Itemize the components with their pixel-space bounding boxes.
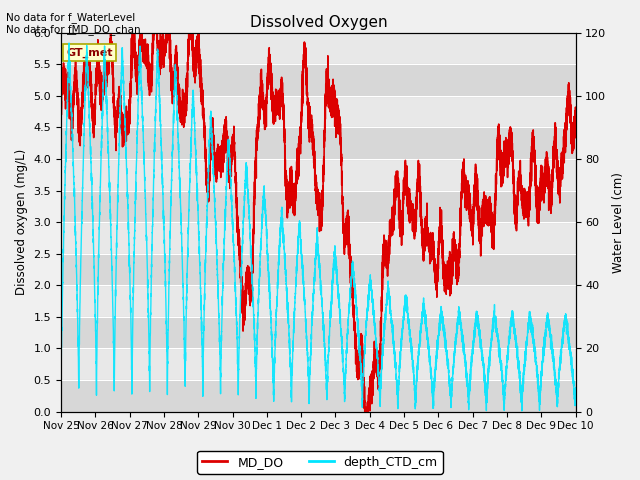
Bar [61, 64, 575, 96]
Bar [61, 380, 575, 412]
Bar [61, 127, 575, 159]
Bar [61, 191, 575, 222]
Title: Dissolved Oxygen: Dissolved Oxygen [250, 15, 387, 30]
Bar [61, 317, 575, 348]
Bar [61, 254, 575, 285]
Y-axis label: Dissolved oxygen (mg/L): Dissolved oxygen (mg/L) [15, 149, 28, 295]
Y-axis label: Water Level (cm): Water Level (cm) [612, 172, 625, 273]
Text: GT_met: GT_met [66, 48, 113, 58]
Text: No data for f͟MD_DO_chan: No data for f͟MD_DO_chan [6, 24, 141, 35]
Legend: MD_DO, depth_CTD_cm: MD_DO, depth_CTD_cm [197, 451, 443, 474]
Text: No data for f_WaterLevel: No data for f_WaterLevel [6, 12, 136, 23]
